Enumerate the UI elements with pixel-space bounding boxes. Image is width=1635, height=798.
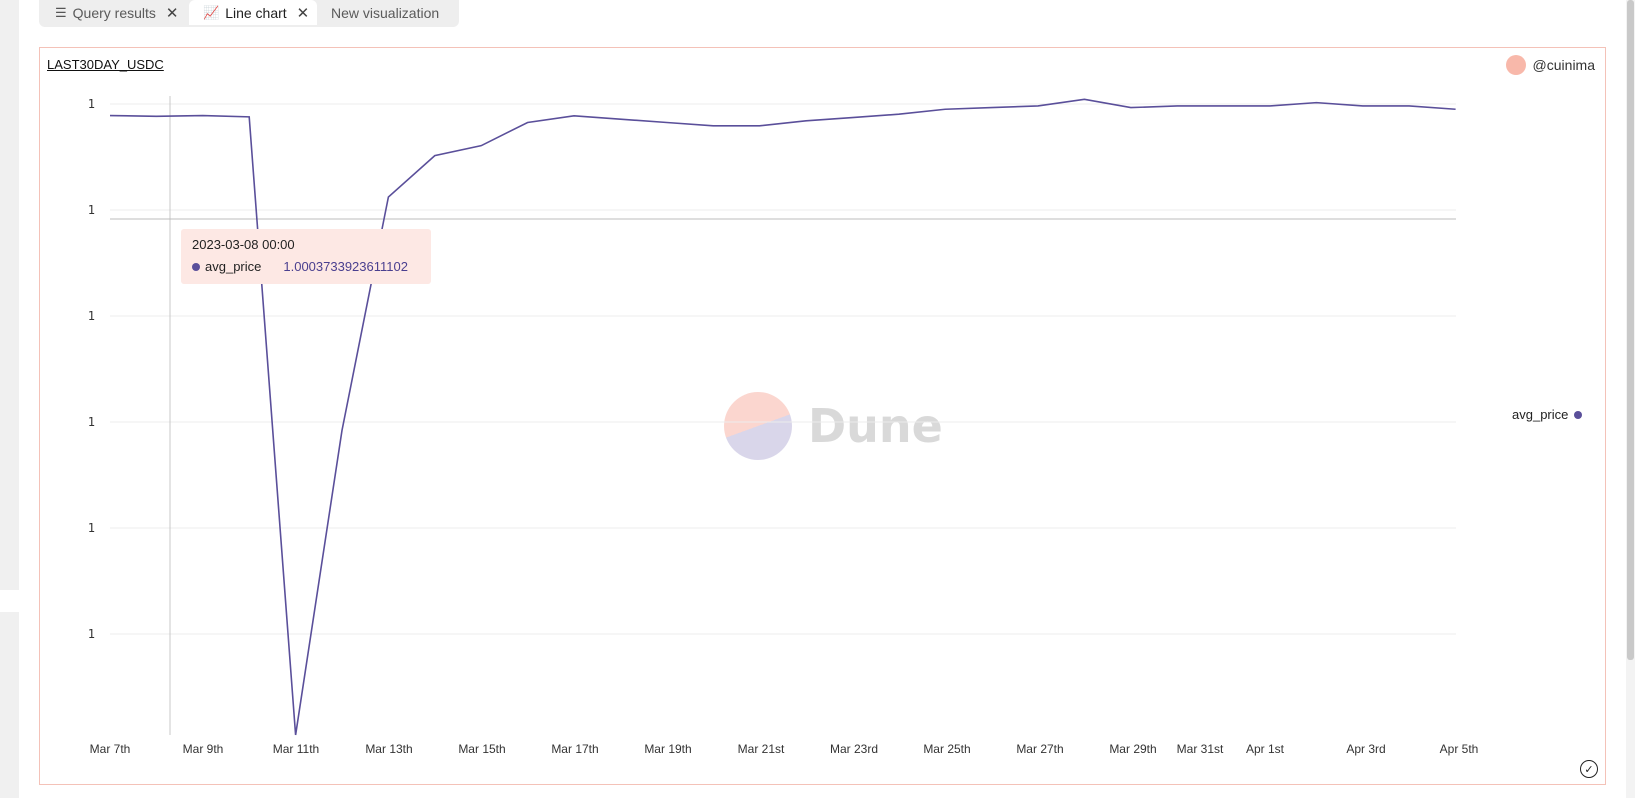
tab-new-visualization[interactable]: New visualization (331, 0, 455, 25)
y-tick-label: 1 (88, 309, 95, 323)
line-chart-icon: 📈 (203, 4, 220, 20)
avatar (1505, 55, 1526, 75)
x-tick-label: Mar 27th (1016, 742, 1063, 756)
legend-label: avg_price (1512, 407, 1569, 422)
x-tick-label: Mar 25th (923, 742, 970, 756)
left-panel-edge (0, 0, 19, 590)
visualization-tabbar: ☰ Query results ✕ 📈 Line chart ✕ New vis… (39, 0, 459, 27)
chart-title[interactable]: LAST30DAY_USDC (47, 57, 164, 72)
dune-watermark: Dune (724, 392, 943, 460)
chart-legend[interactable]: avg_price (1512, 407, 1583, 422)
x-tick-label: Mar 11th (273, 742, 319, 756)
author-name: @cuinima (1532, 57, 1595, 73)
y-tick-label: 1 (88, 627, 95, 641)
x-tick-label: Mar 7th (90, 742, 131, 756)
tooltip-value: 1.0003733923611102 (283, 259, 408, 274)
list-icon: ☰ (55, 4, 67, 20)
tooltip-series-name: avg_price (205, 259, 262, 274)
tab-line-chart[interactable]: 📈 Line chart ✕ (189, 0, 317, 25)
check-circle-icon[interactable]: ✓ (1580, 760, 1598, 778)
close-icon[interactable]: ✕ (296, 4, 310, 22)
y-tick-label: 1 (88, 97, 95, 111)
y-tick-label: 1 (88, 415, 95, 429)
x-tick-label: Apr 5th (1440, 742, 1479, 756)
series-line-avg-price (109, 98, 1456, 736)
x-tick-label: Mar 15th (458, 742, 505, 756)
x-tick-label: Mar 23rd (830, 742, 878, 756)
series-dot-icon (192, 262, 200, 271)
left-panel-edge-lower (0, 612, 19, 798)
dune-logo-icon (724, 392, 792, 460)
y-tick-label: 1 (88, 203, 95, 217)
x-tick-label: Mar 19th (644, 742, 691, 756)
tab-query-results[interactable]: ☰ Query results ✕ (55, 0, 195, 25)
tab-label: Line chart (225, 4, 287, 21)
tooltip-date: 2023-03-08 00:00 (192, 237, 295, 252)
x-tick-label: Apr 3rd (1346, 742, 1385, 756)
scrollbar-thumb[interactable] (1627, 0, 1634, 660)
vertical-scrollbar[interactable] (1626, 0, 1635, 798)
y-tick-label: 1 (88, 521, 95, 535)
tab-label: Query results (72, 4, 156, 21)
x-tick-label: Mar 17th (551, 742, 598, 756)
author-badge[interactable]: @cuinima (1505, 55, 1595, 75)
chart-container (39, 47, 1606, 785)
close-icon[interactable]: ✕ (165, 4, 179, 22)
x-tick-label: Mar 29th (1109, 742, 1156, 756)
x-tick-label: Mar 31st (1177, 742, 1224, 756)
legend-dot-icon (1574, 410, 1583, 419)
chart-tooltip: 2023-03-08 00:00 avg_price 1.00037339236… (181, 229, 431, 284)
tab-label: New visualization (331, 4, 440, 21)
x-tick-label: Mar 21st (738, 742, 785, 756)
watermark-text: Dune (808, 399, 943, 453)
x-tick-label: Mar 9th (183, 742, 224, 756)
x-tick-label: Mar 13th (365, 742, 412, 756)
x-tick-label: Apr 1st (1246, 742, 1285, 756)
